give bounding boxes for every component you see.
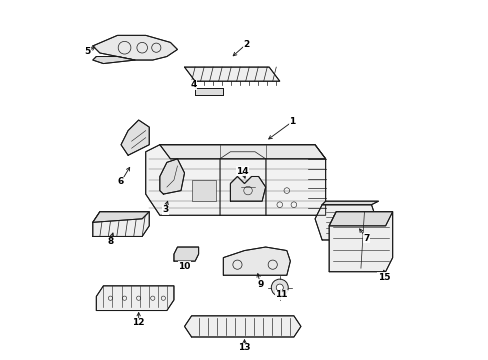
Text: 3: 3 bbox=[162, 206, 168, 215]
Polygon shape bbox=[184, 316, 300, 337]
Text: 12: 12 bbox=[132, 318, 144, 327]
Text: 7: 7 bbox=[362, 234, 368, 243]
Polygon shape bbox=[328, 212, 392, 272]
Polygon shape bbox=[191, 180, 216, 201]
Polygon shape bbox=[145, 145, 325, 215]
Text: 5: 5 bbox=[84, 47, 90, 56]
Text: 15: 15 bbox=[377, 273, 389, 282]
Text: 13: 13 bbox=[238, 343, 250, 352]
Text: 11: 11 bbox=[275, 290, 287, 299]
Polygon shape bbox=[328, 212, 392, 226]
Text: 8: 8 bbox=[107, 237, 113, 246]
Text: 6: 6 bbox=[118, 177, 124, 186]
Polygon shape bbox=[230, 176, 265, 201]
Text: 1: 1 bbox=[288, 117, 295, 126]
Circle shape bbox=[276, 284, 283, 291]
Polygon shape bbox=[93, 212, 149, 222]
Polygon shape bbox=[160, 145, 325, 159]
Text: 10: 10 bbox=[178, 262, 190, 271]
Polygon shape bbox=[195, 88, 223, 95]
Polygon shape bbox=[160, 159, 184, 194]
Polygon shape bbox=[223, 247, 290, 275]
Polygon shape bbox=[96, 286, 174, 311]
Polygon shape bbox=[174, 247, 198, 261]
Polygon shape bbox=[121, 120, 149, 155]
Text: 4: 4 bbox=[190, 80, 196, 89]
Polygon shape bbox=[314, 205, 378, 240]
Text: 9: 9 bbox=[257, 280, 263, 289]
Polygon shape bbox=[93, 212, 149, 237]
Circle shape bbox=[271, 279, 287, 296]
Polygon shape bbox=[322, 201, 378, 205]
Polygon shape bbox=[184, 67, 279, 81]
Polygon shape bbox=[93, 35, 177, 60]
Text: 14: 14 bbox=[236, 167, 248, 176]
Text: 2: 2 bbox=[243, 40, 249, 49]
Polygon shape bbox=[93, 57, 135, 64]
